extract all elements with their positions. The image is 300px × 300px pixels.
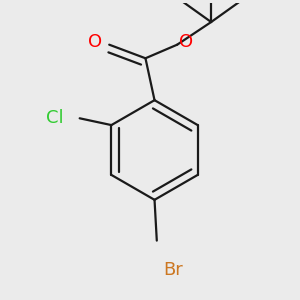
- Text: O: O: [179, 33, 194, 51]
- Text: O: O: [88, 33, 102, 51]
- Text: Br: Br: [164, 261, 183, 279]
- Text: Cl: Cl: [46, 109, 64, 127]
